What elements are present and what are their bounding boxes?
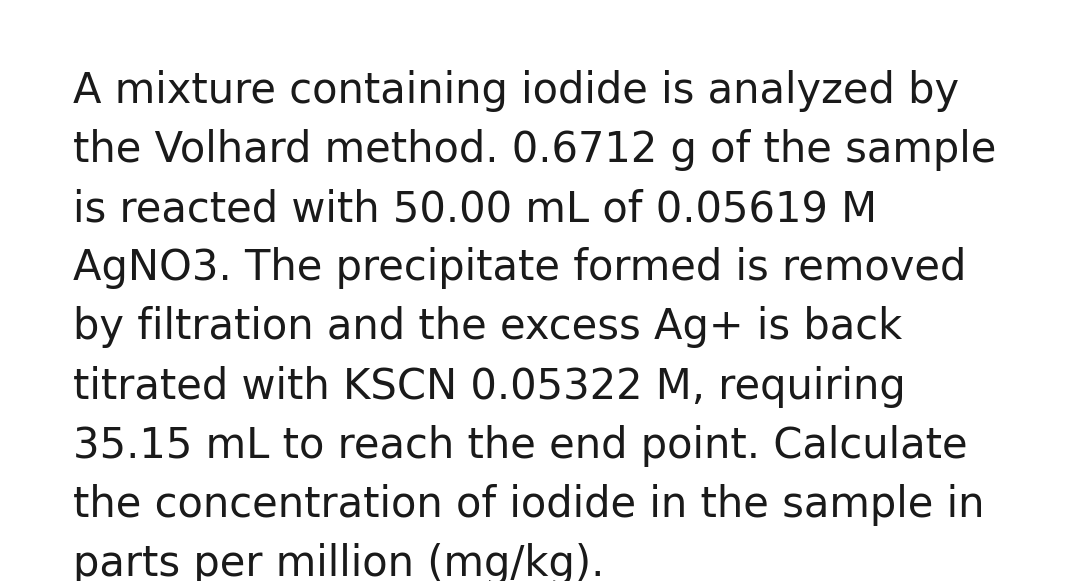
Text: A mixture containing iodide is analyzed by
the Volhard method. 0.6712 g of the s: A mixture containing iodide is analyzed …: [73, 70, 997, 581]
